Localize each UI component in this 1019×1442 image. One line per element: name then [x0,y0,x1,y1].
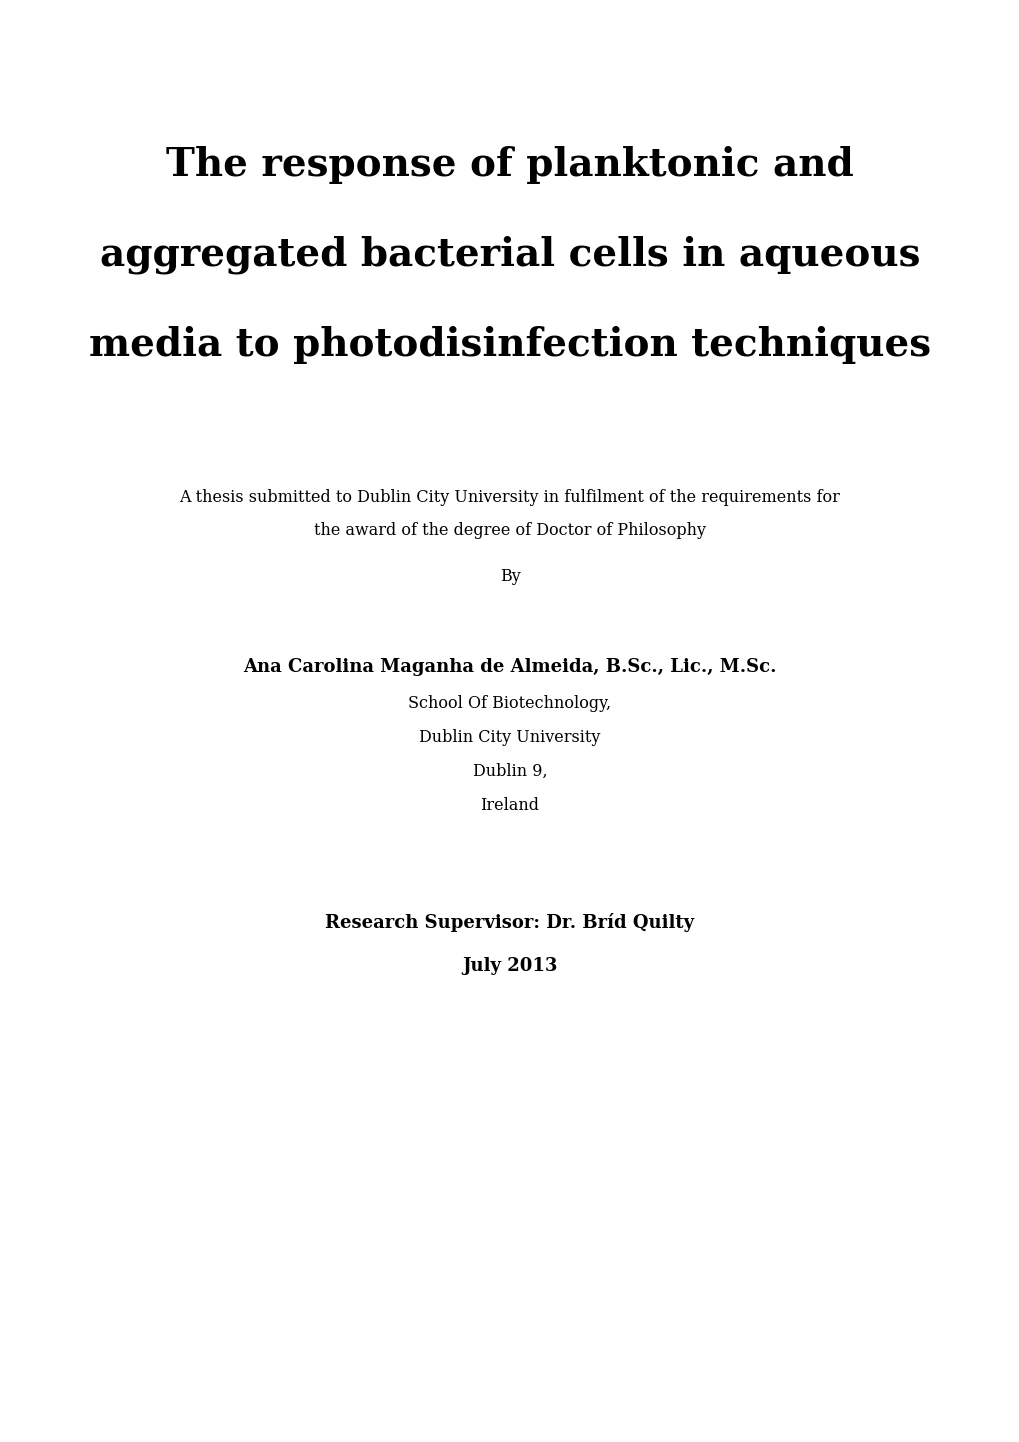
Text: Dublin 9,: Dublin 9, [472,763,547,780]
Text: the award of the degree of Doctor of Philosophy: the award of the degree of Doctor of Phi… [314,522,705,538]
Text: Dublin City University: Dublin City University [419,728,600,746]
Text: By: By [499,568,520,584]
Text: School Of Biotechnology,: School Of Biotechnology, [408,695,611,711]
Text: Research Supervisor: Dr. Bríd Quilty: Research Supervisor: Dr. Bríd Quilty [325,913,694,932]
Text: Ireland: Ireland [480,796,539,813]
Text: A thesis submitted to Dublin City University in fulfilment of the requirements f: A thesis submitted to Dublin City Univer… [179,489,840,506]
Text: July 2013: July 2013 [462,957,557,975]
Text: aggregated bacterial cells in aqueous: aggregated bacterial cells in aqueous [100,235,919,274]
Text: Ana Carolina Maganha de Almeida, B.Sc., Lic., M.Sc.: Ana Carolina Maganha de Almeida, B.Sc., … [243,658,776,676]
Text: The response of planktonic and: The response of planktonic and [166,146,853,185]
Text: media to photodisinfection techniques: media to photodisinfection techniques [89,326,930,363]
